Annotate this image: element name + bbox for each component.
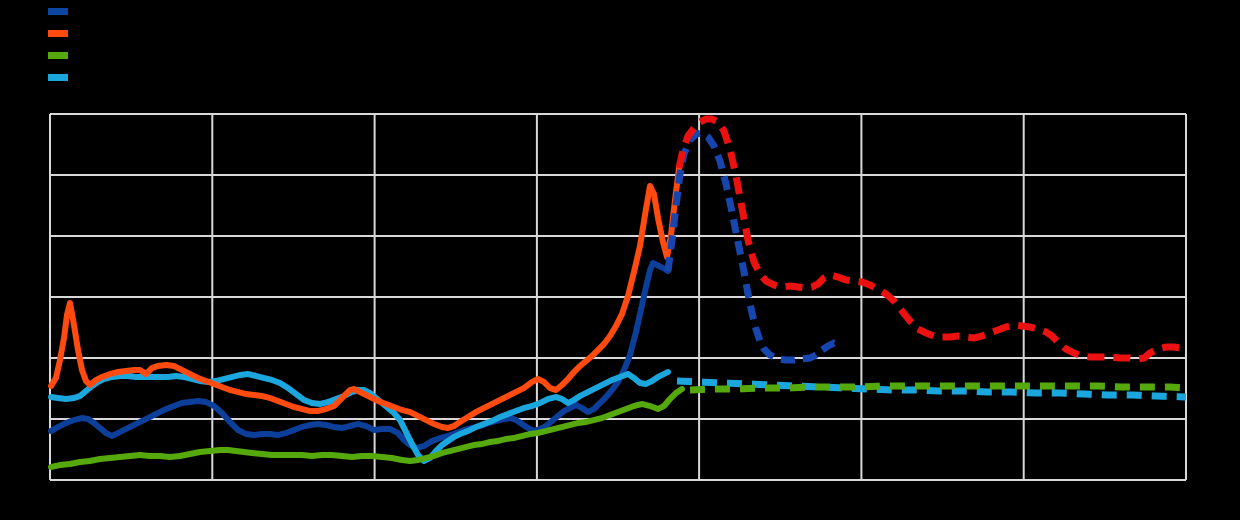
legend-item-orange: [48, 30, 76, 37]
series-navy-solid-line: [48, 260, 671, 451]
legend-item-cyan: [48, 74, 76, 81]
legend-swatch-green: [48, 52, 68, 59]
series-green-solid-line: [48, 386, 685, 470]
series-group: [48, 115, 1187, 470]
series-red-dashed-line: [675, 115, 1187, 363]
series-green-dashed-line: [689, 382, 1187, 394]
series-cyan-solid-line: [48, 369, 671, 464]
gridlines-group: [49, 113, 1187, 481]
legend: [48, 8, 76, 96]
series-blue-dashed-line: [664, 129, 842, 364]
series-orange-solid-line: [48, 165, 682, 431]
legend-swatch-cyan: [48, 74, 68, 81]
legend-swatch-navy: [48, 8, 68, 15]
series-cyan-dashed-line: [676, 377, 1187, 401]
legend-item-navy: [48, 8, 76, 15]
legend-item-green: [48, 52, 76, 59]
legend-swatch-orange: [48, 30, 68, 37]
